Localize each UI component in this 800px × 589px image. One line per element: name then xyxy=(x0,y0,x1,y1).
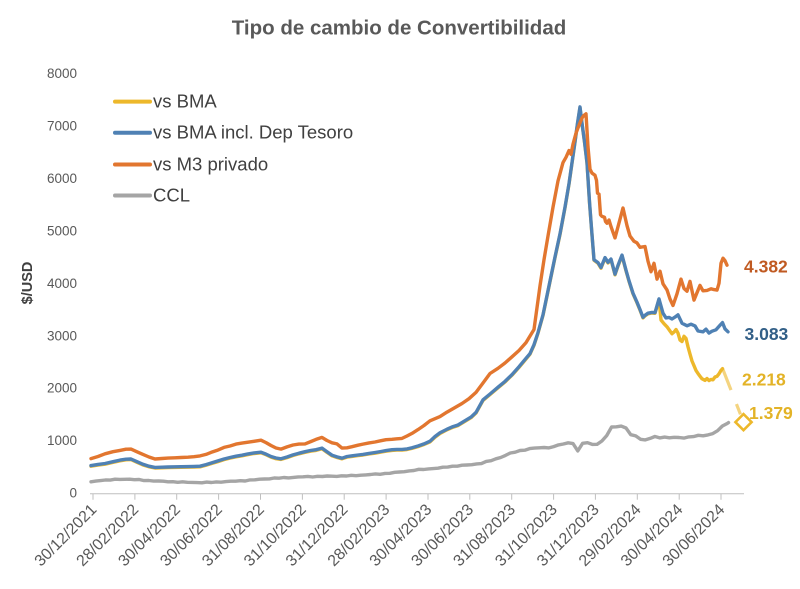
svg-text:8000: 8000 xyxy=(47,66,77,81)
svg-text:2.218: 2.218 xyxy=(742,369,786,389)
svg-text:Tipo de cambio de Convertibili: Tipo de cambio de Convertibilidad xyxy=(232,17,567,40)
svg-text:$/USD: $/USD xyxy=(20,262,36,305)
svg-text:3000: 3000 xyxy=(47,328,77,343)
svg-text:2000: 2000 xyxy=(47,381,77,396)
svg-text:7000: 7000 xyxy=(47,118,77,133)
svg-text:0: 0 xyxy=(69,486,77,501)
svg-text:3.083: 3.083 xyxy=(745,324,789,344)
svg-text:vs BMA incl. Dep Tesoro: vs BMA incl. Dep Tesoro xyxy=(153,122,353,143)
svg-text:CCL: CCL xyxy=(153,185,190,206)
svg-text:vs M3 privado: vs M3 privado xyxy=(153,154,268,175)
svg-text:1000: 1000 xyxy=(47,433,77,448)
svg-text:1.379: 1.379 xyxy=(749,403,793,423)
svg-text:vs BMA: vs BMA xyxy=(153,91,217,112)
svg-text:6000: 6000 xyxy=(47,171,77,186)
svg-text:5000: 5000 xyxy=(47,223,77,238)
svg-text:4.382: 4.382 xyxy=(744,257,788,277)
svg-text:4000: 4000 xyxy=(47,276,77,291)
